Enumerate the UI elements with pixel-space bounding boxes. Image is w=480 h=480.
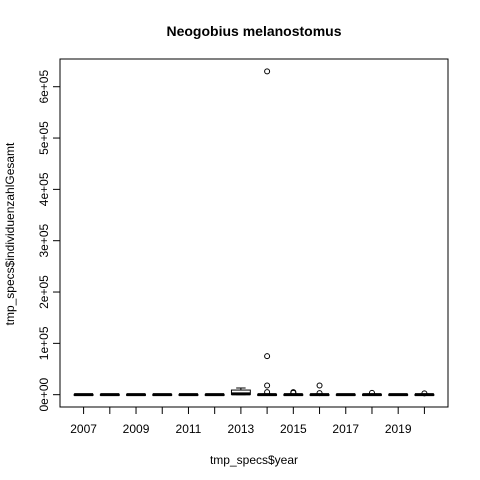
chart-title: Neogobius melanostomus xyxy=(166,23,341,39)
plot-frame xyxy=(59,58,449,408)
y-tick-label: 3e+05 xyxy=(37,224,51,258)
y-tick-label: 2e+05 xyxy=(37,275,51,309)
x-tick-label: 2019 xyxy=(385,422,412,436)
outlier-point xyxy=(316,382,323,389)
outlier-point xyxy=(264,353,271,360)
y-tick-label: 6e+05 xyxy=(37,70,51,104)
chart-marks: 0e+00 1e+05 2e+05 3e+05 4e+05 5e+05 6e+05 2007 2… xyxy=(37,68,435,436)
x-axis-label: tmp_specs$year xyxy=(210,453,298,467)
outlier-point xyxy=(368,389,375,396)
x-tick-label: 2013 xyxy=(228,422,255,436)
y-tick-label: 0e+00 xyxy=(37,378,51,412)
y-tick-label: 4e+05 xyxy=(37,172,51,206)
x-tick-label: 2011 xyxy=(176,422,202,436)
outlier-point xyxy=(264,382,271,389)
outlier-point xyxy=(264,389,271,396)
x-tick-label: 2009 xyxy=(123,422,150,436)
y-axis-label: tmp_specs$individuenzahlGesamt xyxy=(3,142,17,325)
y-tick-label: 5e+05 xyxy=(37,121,51,155)
x-tick-label: 2007 xyxy=(70,422,97,436)
x-tick-label: 2015 xyxy=(280,422,307,436)
outlier-point xyxy=(316,390,323,397)
x-tick-label: 2017 xyxy=(332,422,359,436)
outlier-point xyxy=(264,68,271,75)
outlier-point xyxy=(421,390,428,397)
outlier-point xyxy=(290,389,297,396)
y-tick-label: 1e+05 xyxy=(37,326,51,360)
